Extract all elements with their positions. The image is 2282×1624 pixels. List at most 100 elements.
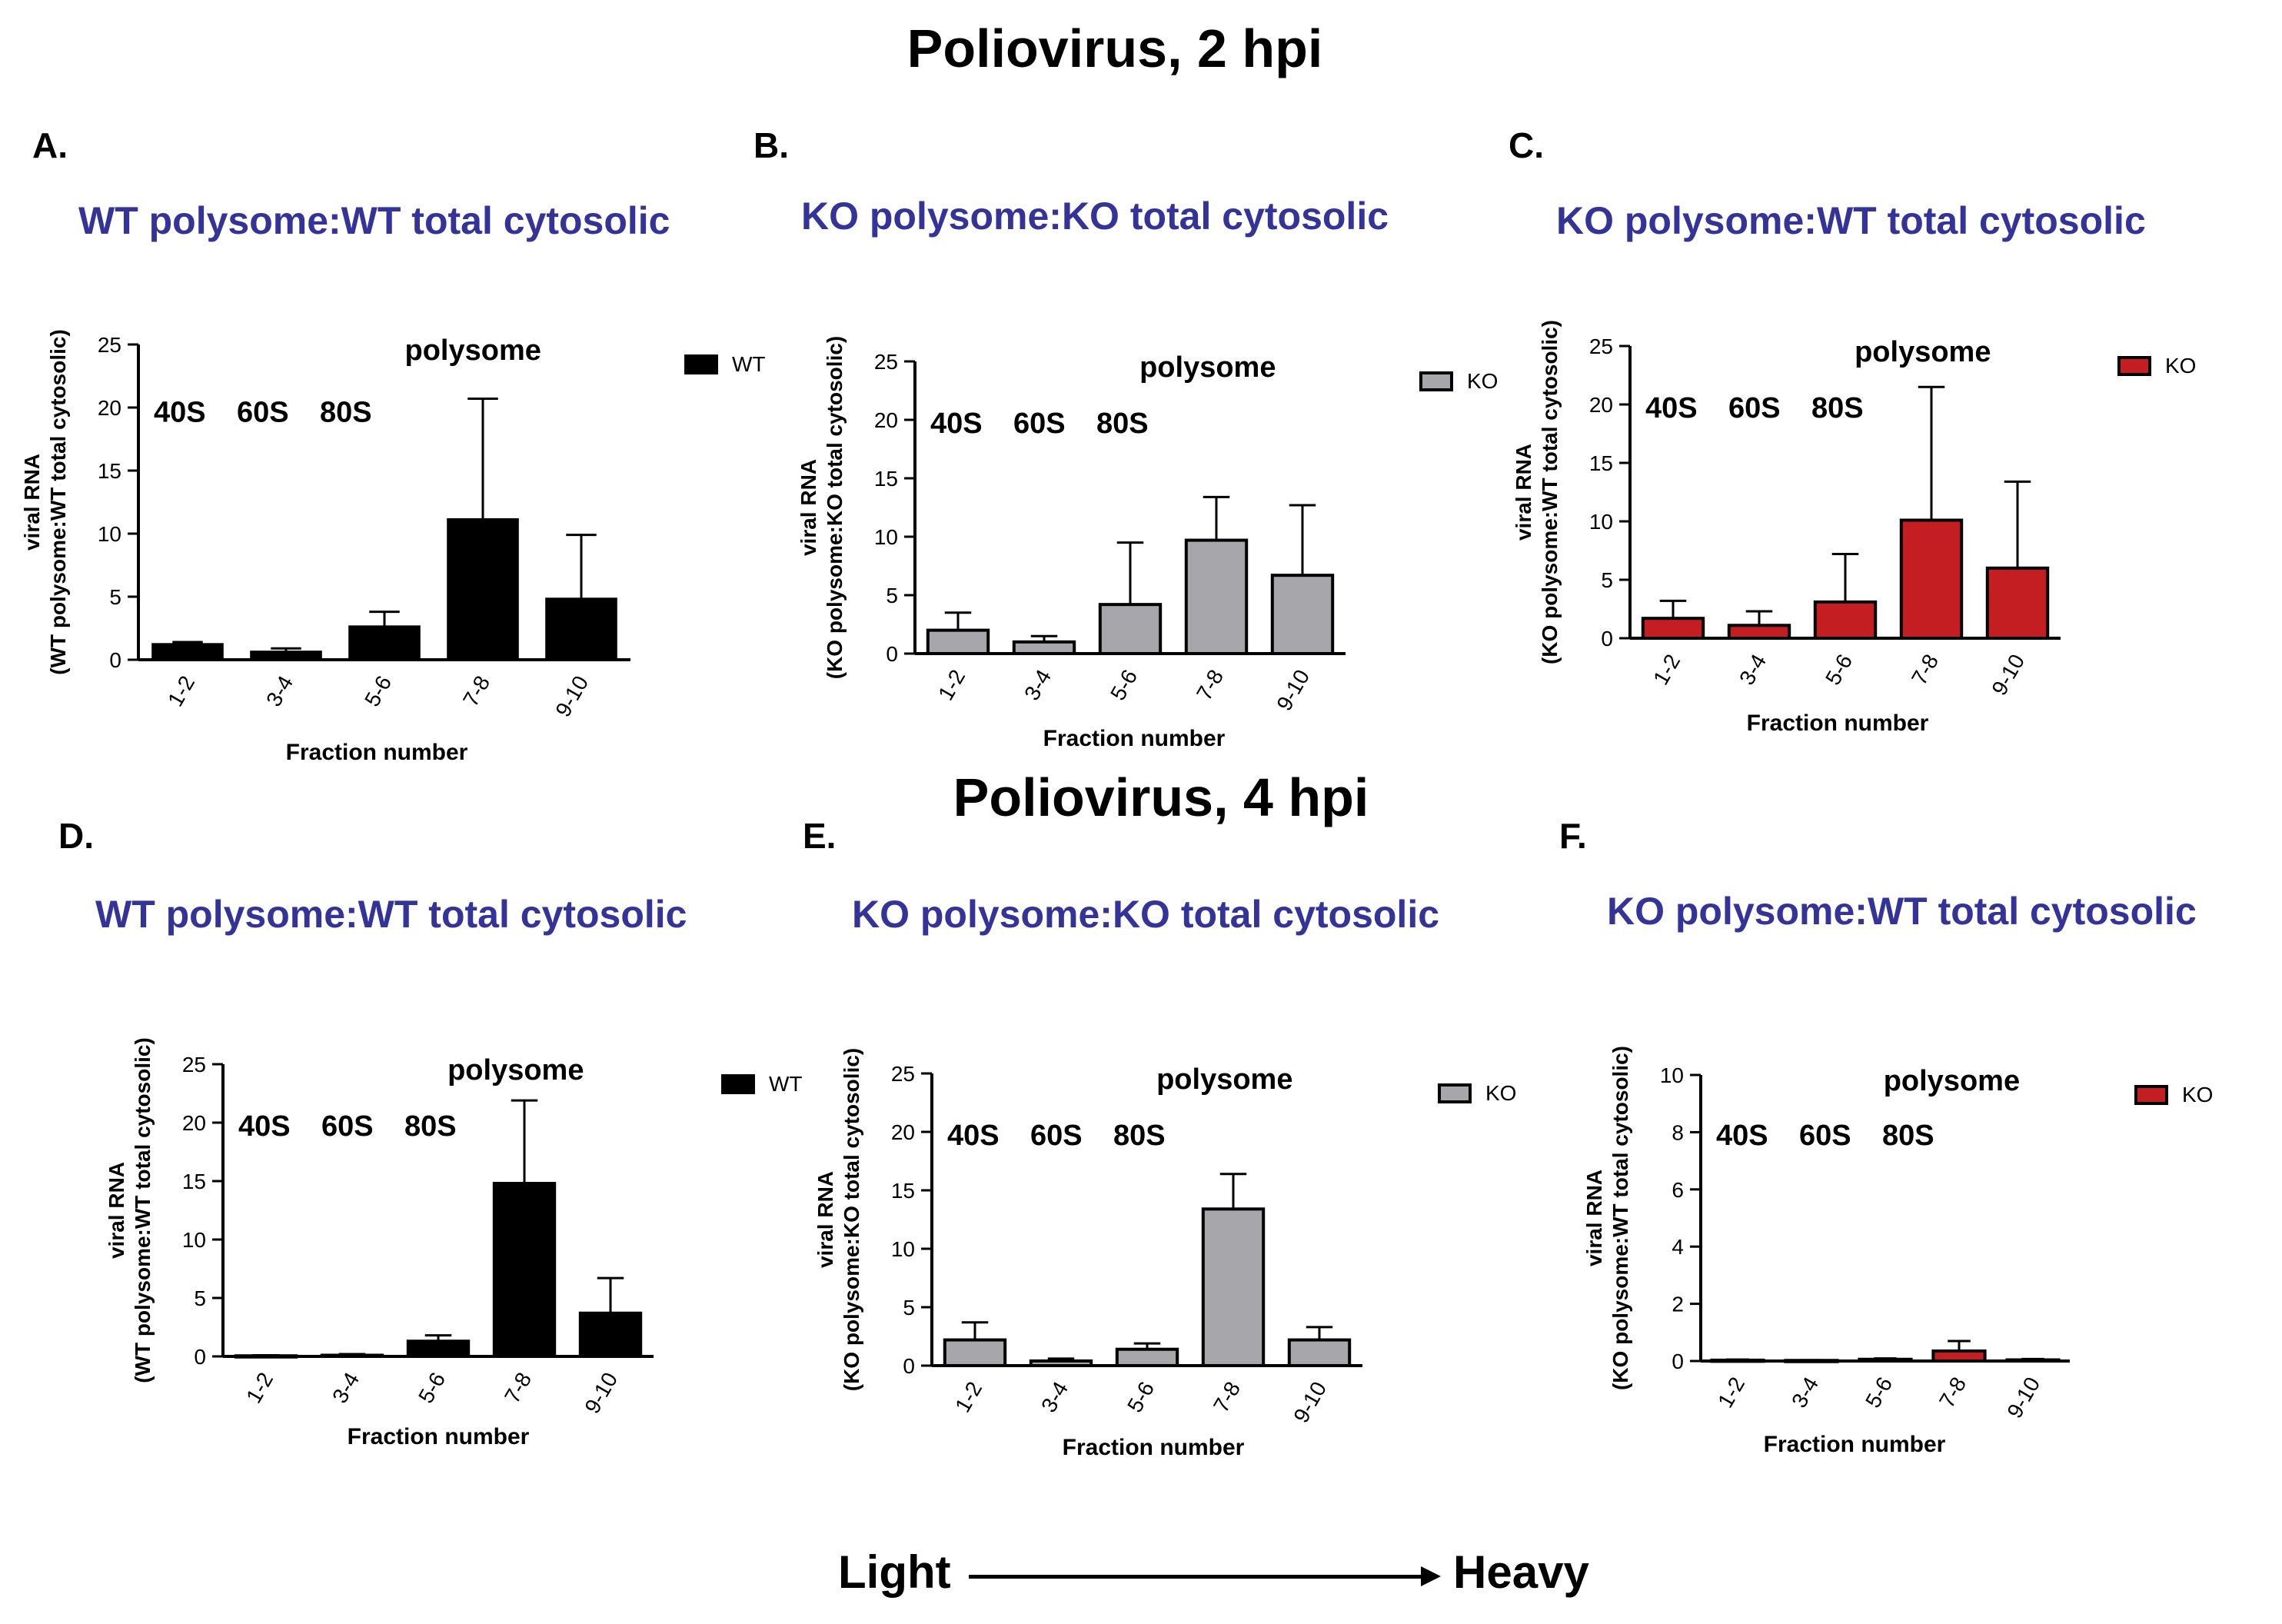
x-tick-label-e: 9-10: [1289, 1378, 1331, 1427]
panel-title-e: KO polysome:KO total cytosolic: [852, 893, 1440, 936]
y-tick-label-b: 0: [886, 642, 898, 666]
y-tick-label-e: 20: [891, 1120, 915, 1144]
x-tick-label-b: 9-10: [1272, 666, 1314, 715]
x-tick-label-b: 3-4: [1020, 666, 1056, 705]
bar-b-5-6: [1098, 603, 1163, 656]
legend-f: KO: [2134, 1083, 2213, 1107]
fraction-annotation-c: 40S: [1645, 392, 1698, 424]
panel-letter-f: F.: [1559, 816, 1587, 856]
bar-b-1-2: [926, 628, 990, 656]
bar-e-7-8: [1201, 1207, 1266, 1367]
bar-a-3-4: [250, 651, 322, 662]
x-tick-label-c: 5-6: [1821, 651, 1857, 690]
y-axis-label-e: viral RNA: [813, 1171, 837, 1268]
panel-letter-e: E.: [803, 816, 837, 856]
legend-swatch-e: [1438, 1083, 1472, 1103]
bar-e-9-10: [1287, 1338, 1352, 1367]
x-tick-label-f: 5-6: [1861, 1373, 1897, 1413]
y-tick-label-c: 5: [1601, 568, 1613, 592]
bar-d-3-4: [320, 1353, 384, 1359]
light-label: Light: [838, 1546, 951, 1598]
y-tick-label-a: 15: [98, 459, 121, 483]
x-axis-label-b: Fraction number: [1043, 726, 1226, 751]
y-tick-label-d: 25: [182, 1053, 206, 1077]
y-tick-label-e: 5: [903, 1296, 915, 1320]
fraction-annotation-b: 80S: [1096, 408, 1149, 440]
arrow-right-icon: [1421, 1566, 1441, 1586]
bar-e-1-2: [943, 1338, 1007, 1367]
legend-label-c: KO: [2165, 354, 2197, 378]
panel-letter-c: C.: [1509, 125, 1544, 165]
bar-c-9-10: [1985, 566, 2050, 640]
heavy-label: Heavy: [1453, 1546, 1589, 1598]
legend-label-a: WT: [732, 352, 766, 376]
y-tick-label-c: 20: [1589, 393, 1613, 417]
fraction-annotation-b: 40S: [930, 408, 983, 440]
y-tick-label-d: 15: [182, 1170, 206, 1193]
y-tick-label-a: 0: [109, 648, 121, 672]
legend-label-e: KO: [1485, 1081, 1517, 1105]
y-tick-label-c: 15: [1589, 451, 1613, 475]
bar-f-7-8: [1931, 1349, 1987, 1363]
y-tick-label-d: 10: [182, 1228, 206, 1252]
bar-c-5-6: [1813, 600, 1878, 641]
figure-title-2hpi: Poliovirus, 2 hpi: [906, 18, 1323, 78]
y-tick-label-c: 0: [1601, 627, 1613, 651]
x-tick-label-f: 9-10: [2002, 1373, 2044, 1423]
y-tick-label-e: 10: [891, 1237, 915, 1261]
x-tick-label-c: 1-2: [1648, 651, 1685, 690]
y-axis-label-sub-a: (WT polysome:WT total cytosolic): [46, 329, 70, 675]
y-tick-label-b: 25: [874, 350, 898, 374]
y-axis-label-sub-c: (KO polysome:WT total cytosolic): [1538, 320, 1562, 664]
chart-c: 0 5 10 15 20 25 viral RNA (KO polysome:WT total…: [1512, 320, 2061, 700]
x-tick-label-b: 1-2: [933, 666, 970, 705]
x-tick-label-f: 3-4: [1787, 1373, 1823, 1413]
y-tick-label-a: 20: [98, 396, 121, 420]
legend-swatch-d: [721, 1074, 755, 1094]
bar-b-9-10: [1270, 574, 1335, 655]
y-tick-label-f: 4: [1672, 1235, 1684, 1259]
y-tick-label-a: 10: [98, 522, 121, 546]
x-tick-label-d: 9-10: [580, 1369, 622, 1418]
bar-c-3-4: [1727, 624, 1791, 640]
fraction-annotation-f: 60S: [1799, 1120, 1851, 1152]
figure-title-4hpi: Poliovirus, 4 hpi: [953, 767, 1369, 827]
bar-a-7-8: [447, 517, 519, 661]
x-axis-label-f: Fraction number: [1763, 1432, 1946, 1457]
x-axis-label-c: Fraction number: [1746, 710, 1929, 736]
panel-title-b: KO polysome:KO total cytosolic: [801, 195, 1389, 238]
fraction-annotation-e: 80S: [1113, 1120, 1166, 1152]
panel-letter-d: D.: [58, 816, 94, 856]
y-tick-label-e: 15: [891, 1179, 915, 1203]
legend-d: WT: [721, 1072, 803, 1097]
bar-a-5-6: [348, 625, 421, 661]
chart-b: 0 5 10 15 20 25 viral RNA (KO polysome:KO total…: [797, 336, 1346, 715]
x-axis-label-a: Fraction number: [285, 740, 468, 765]
y-tick-label-f: 0: [1672, 1349, 1684, 1373]
bar-d-5-6: [406, 1339, 471, 1358]
fraction-annotation-a: 40S: [154, 396, 206, 428]
legend-c: KO: [2117, 354, 2196, 378]
y-tick-label-f: 6: [1672, 1178, 1684, 1202]
legend-label-f: KO: [2182, 1083, 2214, 1107]
x-tick-label-a: 5-6: [360, 672, 396, 711]
legend-swatch-b: [1419, 371, 1453, 391]
x-tick-label-f: 1-2: [1713, 1373, 1749, 1413]
panel-letter-a: A.: [32, 125, 68, 165]
bar-a-9-10: [545, 597, 617, 661]
y-axis-label-b: viral RNA: [797, 459, 820, 556]
polysome-label-d: polysome: [447, 1054, 584, 1087]
bar-c-7-8: [1899, 518, 1964, 641]
fraction-annotation-f: 40S: [1716, 1120, 1768, 1152]
y-tick-label-b: 5: [886, 584, 898, 607]
legend-label-b: KO: [1467, 369, 1499, 393]
y-tick-label-f: 2: [1672, 1293, 1684, 1316]
fraction-annotation-d: 60S: [321, 1110, 374, 1143]
legend-b: KO: [1419, 369, 1498, 394]
x-tick-label-e: 3-4: [1036, 1378, 1073, 1417]
y-axis-label-c: viral RNA: [1512, 444, 1535, 541]
y-tick-label-a: 5: [109, 585, 121, 609]
y-tick-label-c: 25: [1589, 334, 1613, 358]
y-tick-label-d: 0: [194, 1345, 206, 1369]
panel-title-f: KO polysome:WT total cytosolic: [1607, 890, 2197, 933]
